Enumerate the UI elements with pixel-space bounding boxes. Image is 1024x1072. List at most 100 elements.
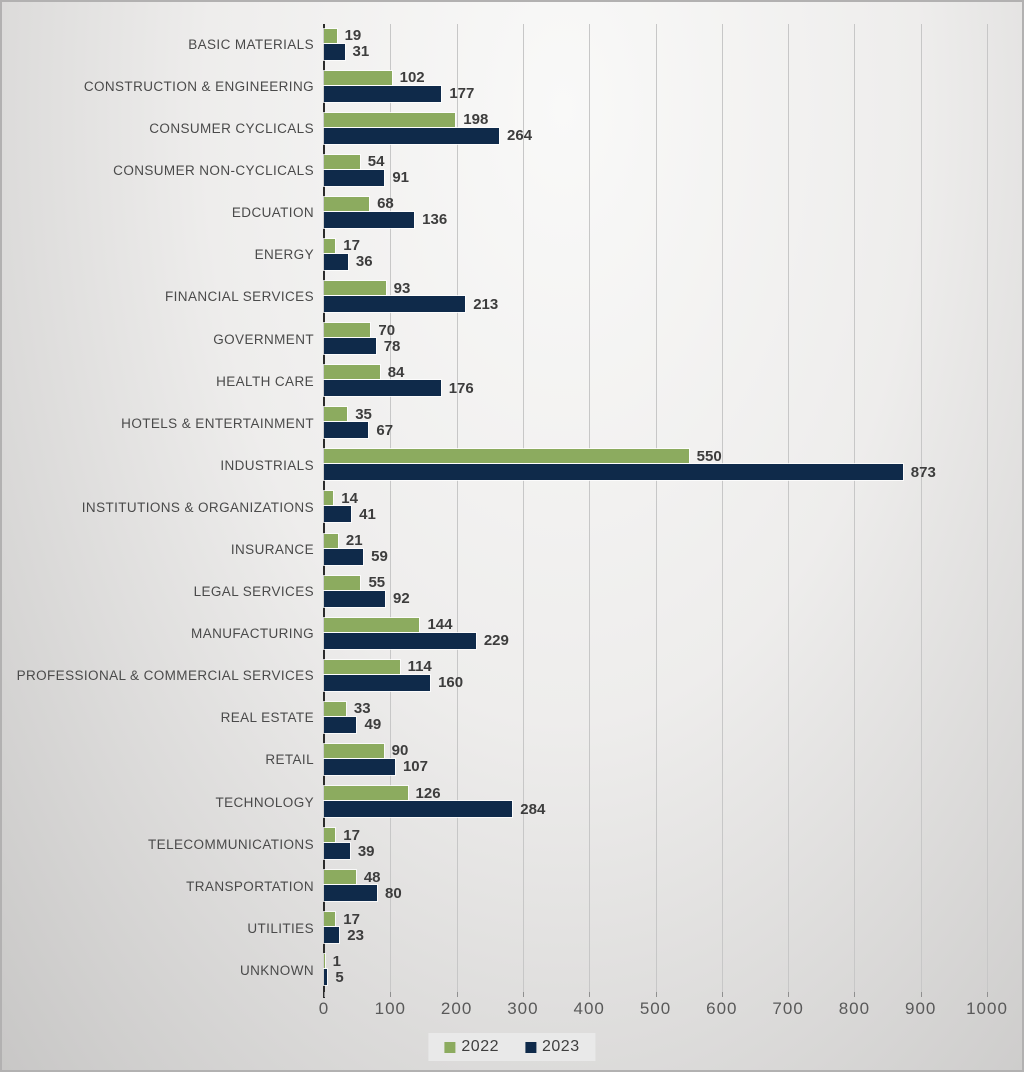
bar-value-label: 5: [335, 968, 344, 986]
bar-2023: [322, 210, 416, 229]
bar-2022: [323, 869, 357, 886]
x-tick-label: 400: [573, 999, 605, 1018]
bar-value-label: 144: [427, 616, 453, 634]
category-label: UTILITIES: [247, 920, 314, 936]
bar-2023: [323, 337, 377, 356]
bar-value-label: 90: [391, 742, 409, 760]
bar-2022: [323, 532, 339, 549]
bar-value-label: 229: [483, 632, 509, 650]
bar-2022: [323, 953, 326, 970]
bar-value-label: 78: [383, 337, 401, 355]
bar-value-label: 54: [367, 153, 385, 171]
gridline: [390, 24, 392, 992]
bar-value-label: 59: [371, 548, 388, 566]
x-tick-label: 200: [440, 999, 473, 1018]
bar-2023: [322, 126, 501, 145]
bar-value-label: 67: [376, 421, 394, 439]
bar-value-label: 39: [357, 842, 375, 860]
x-tick: [721, 992, 723, 997]
bar-value-label: 80: [385, 884, 402, 902]
bar-2022: [322, 111, 457, 128]
gridline: [788, 24, 790, 992]
category-label: INSTITUTIONS & ORGANIZATIONS: [81, 499, 314, 515]
bar-value-label: 14: [341, 489, 358, 507]
bar-value-label: 19: [344, 27, 362, 44]
bar-2023: [322, 505, 353, 524]
bar-2022: [322, 490, 335, 507]
bar-2023: [323, 379, 442, 398]
x-tick-label: 900: [905, 999, 937, 1018]
bar-value-label: 213: [473, 295, 499, 313]
category-label: RETAIL: [265, 752, 314, 768]
bar-value-label: 23: [347, 926, 364, 944]
category-label: TELECOMMUNICATIONS: [148, 836, 314, 852]
gridline: [456, 24, 458, 992]
bar-value-label: 70: [378, 321, 396, 339]
bar-value-label: 102: [399, 69, 425, 87]
x-tick: [456, 992, 458, 997]
bar-value-label: 160: [438, 674, 464, 692]
x-tick: [522, 992, 524, 997]
bar-value-label: 136: [422, 211, 448, 229]
bar-2023: [322, 547, 365, 566]
category-label: MANUFACTURING: [191, 626, 314, 642]
category-label: CONSUMER CYCLICALS: [149, 121, 314, 137]
bar-2023: [322, 295, 467, 314]
legend-label: 2023: [542, 1038, 580, 1055]
category-label: EDCUATION: [231, 205, 314, 221]
bar-2022: [323, 280, 387, 297]
bar-2022: [323, 658, 401, 675]
category-label: TRANSPORTATION: [186, 878, 314, 894]
bar-2022: [323, 785, 409, 802]
x-tick-label: 700: [772, 999, 804, 1018]
gridline: [854, 24, 856, 992]
gridline: [655, 24, 657, 992]
bar-value-label: 84: [387, 363, 405, 381]
bar-2022: [323, 448, 690, 465]
bar-2023: [323, 757, 396, 776]
bar-2023: [323, 631, 477, 650]
bar-value-label: 36: [355, 253, 373, 271]
bar-value-label: 873: [910, 463, 936, 481]
x-tick: [390, 992, 392, 997]
bar-value-label: 126: [415, 784, 441, 802]
category-label: CONSUMER NON-CYCLICALS: [113, 163, 314, 179]
bar-2022: [322, 574, 362, 591]
bar-2023: [322, 884, 379, 903]
legend-item-2023: 2023: [525, 1038, 580, 1056]
category-label: BASIC MATERIALS: [188, 36, 314, 52]
bar-2022: [323, 153, 361, 170]
category-label: GOVERNMENT: [213, 331, 314, 347]
bar-value-label: 107: [402, 758, 428, 776]
bar-2023: [322, 673, 432, 692]
bar-2023: [323, 463, 904, 482]
bar-2023: [322, 421, 370, 440]
bar-value-label: 176: [448, 379, 474, 397]
bar-2022: [323, 27, 338, 44]
bar-2023: [323, 42, 346, 61]
bar-value-label: 264: [507, 127, 533, 145]
bar-2022: [322, 406, 349, 423]
bar-value-label: 35: [355, 405, 372, 423]
bar-2023: [322, 968, 329, 987]
bar-2023: [322, 84, 443, 103]
bar-value-label: 284: [520, 800, 546, 818]
bar-2022: [323, 742, 385, 759]
bar-value-label: 91: [392, 169, 410, 187]
category-label: HEALTH CARE: [216, 373, 314, 389]
bar-value-label: 31: [352, 43, 370, 60]
category-label: INDUSTRIALS: [220, 457, 314, 473]
x-tick: [788, 992, 790, 997]
bar-value-label: 21: [345, 532, 363, 550]
legend-swatch-2023: [525, 1041, 536, 1053]
category-label: TECHNOLOGY: [215, 794, 314, 810]
bar-2022: [322, 322, 372, 339]
bar-value-label: 93: [393, 279, 411, 297]
legend-label: 2022: [461, 1038, 499, 1055]
bar-2022: [322, 827, 337, 844]
x-tick-label: 800: [838, 999, 871, 1018]
category-label: REAL ESTATE: [220, 710, 314, 726]
bar-2023: [322, 715, 358, 734]
x-tick-label: 600: [706, 999, 738, 1018]
x-tick: [655, 992, 657, 997]
